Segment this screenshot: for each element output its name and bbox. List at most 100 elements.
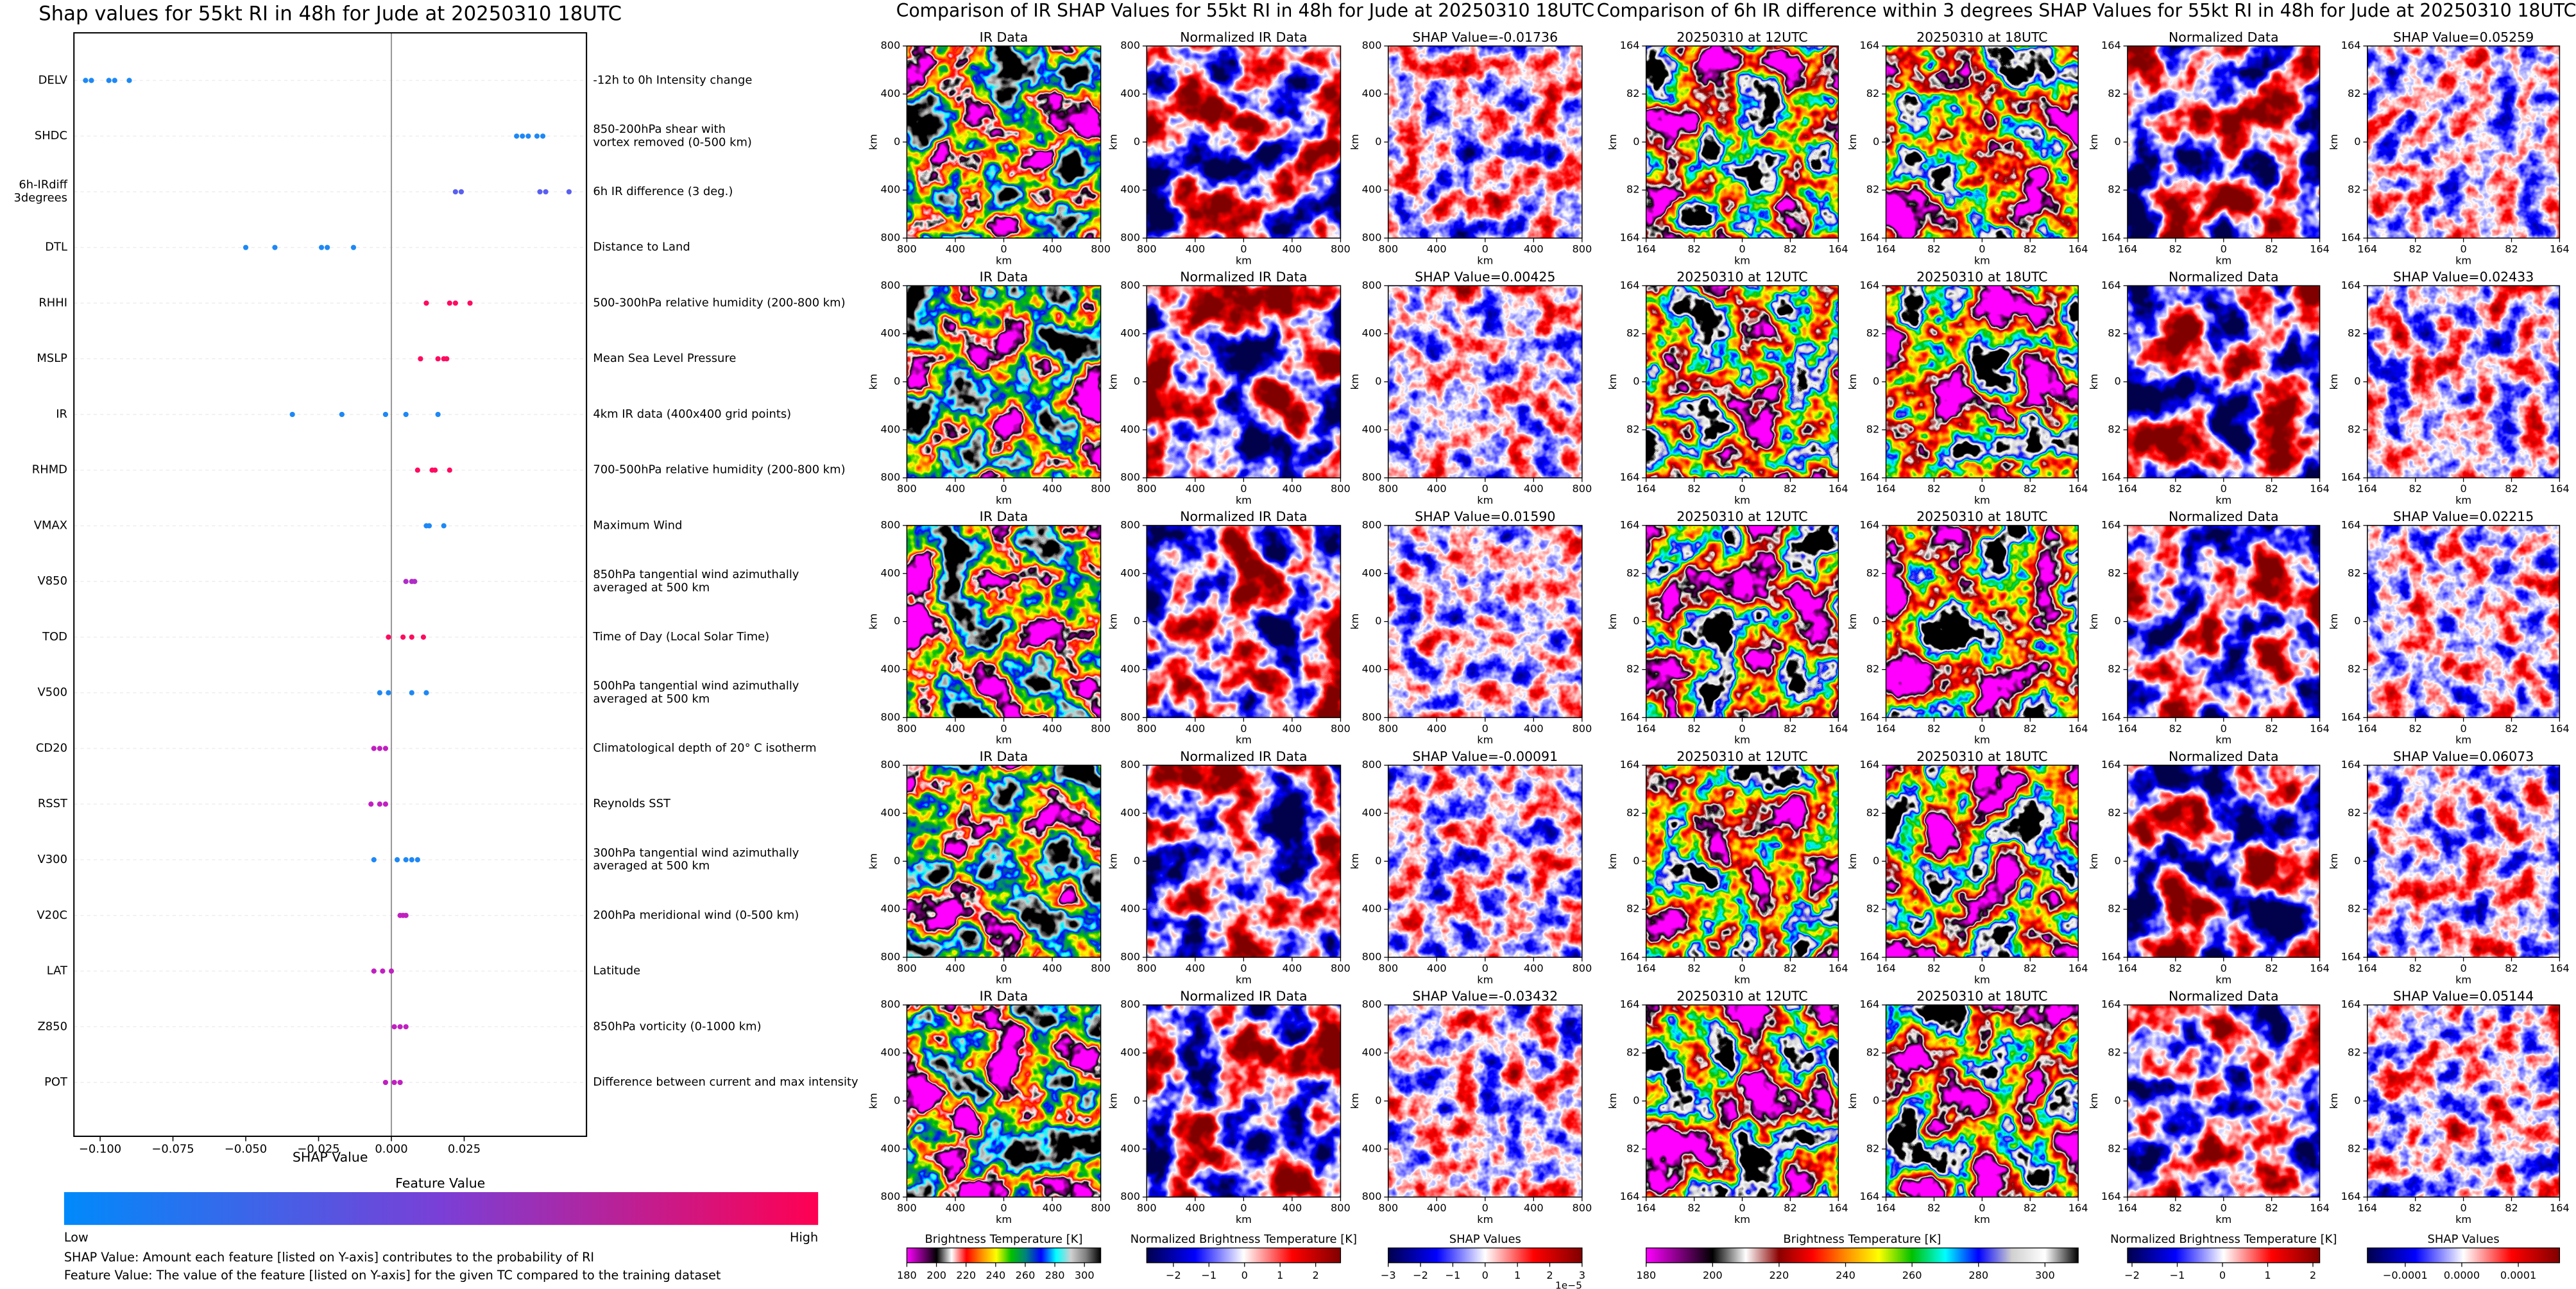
y-tick-label: 400: [1362, 327, 1382, 339]
x-tick-label: 0: [2460, 1202, 2466, 1214]
point: [318, 244, 325, 250]
y-tick-label: 82: [1866, 423, 1880, 435]
y-tick-label: 164: [2341, 758, 2361, 771]
x-tick-label: 82: [2505, 962, 2518, 974]
x-tick-label: 0.025: [448, 1142, 481, 1156]
x-tick-label: 400: [1427, 482, 1447, 495]
colorbar-label: Brightness Temperature [K]: [925, 1233, 1083, 1246]
panel-title: Normalized IR Data: [1180, 749, 1307, 764]
x-tick-label: 400: [1427, 722, 1447, 735]
colorbar-tick-label: 200: [1703, 1269, 1723, 1281]
x-tick-label: 800: [1331, 482, 1351, 495]
y-tick-label: 800: [1120, 39, 1140, 51]
x-tick-label: 82: [2265, 722, 2278, 735]
x-tick-label: 400: [1283, 482, 1302, 495]
panel-title: Normalized Data: [2169, 988, 2279, 1003]
y-axis-label: km: [867, 374, 880, 390]
colorbar-tick-label: 0: [1241, 1269, 1248, 1281]
x-tick-label: 164: [1636, 1202, 1656, 1214]
y-tick-label: 164: [2341, 39, 2361, 51]
x-tick-label: 82: [1927, 1202, 1941, 1214]
y-tick-label: 400: [1362, 903, 1382, 915]
y-tick-label: 0: [1873, 615, 1879, 627]
x-axis-label: km: [2455, 734, 2471, 746]
y-tick-label: 82: [1866, 327, 1880, 339]
point: [112, 78, 117, 83]
x-tick-label: 800: [1572, 482, 1592, 495]
y-tick-label: 800: [1362, 232, 1382, 244]
y-tick-label: 82: [1866, 567, 1880, 579]
colorbar-tick-label: −0.0001: [2383, 1269, 2428, 1281]
point: [420, 634, 427, 640]
y-tick-label: 0: [2114, 375, 2120, 388]
y-tick-label: 82: [2348, 903, 2361, 915]
x-tick-label: 82: [2024, 722, 2037, 735]
image-panel: [2367, 286, 2560, 478]
colorbar-tick-label: 260: [1902, 1269, 1922, 1281]
point: [325, 244, 330, 250]
x-axis-label: km: [1974, 494, 1990, 506]
y-tick-label: TOD: [42, 630, 67, 644]
y-tick-label: V850: [38, 574, 67, 588]
image-panel: [1886, 46, 2079, 239]
y-tick-label: 164: [2341, 279, 2361, 291]
image-panel: [1886, 286, 2079, 478]
y-tick-label: RHMD: [32, 463, 67, 477]
y-tick-label: 164: [1620, 1190, 1640, 1202]
y-tick-label: 164: [1620, 471, 1640, 483]
panel-title: SHAP Value=0.01590: [1415, 509, 1555, 524]
x-tick-label: 82: [2409, 243, 2422, 255]
image-panel: [2127, 525, 2320, 718]
point: [289, 411, 295, 418]
x-tick-label: 164: [1829, 482, 1848, 495]
y-tick-label: 0: [1873, 1094, 1879, 1106]
point: [403, 857, 409, 863]
colorbar-tick-label: 2: [1546, 1269, 1553, 1281]
x-axis-label: km: [2215, 494, 2231, 506]
y-tick-label: 82: [1626, 567, 1640, 579]
y-tick-label: 800: [880, 279, 900, 291]
y-tick-label: 400: [1120, 1046, 1140, 1059]
colorbar-tick-label: −1: [2170, 1269, 2185, 1281]
point: [382, 411, 389, 418]
x-tick-label: 0: [1000, 482, 1007, 495]
x-tick-label: 82: [2169, 962, 2183, 974]
y-tick-label: 164: [2101, 951, 2121, 963]
image-panel: [2127, 1005, 2320, 1197]
y-tick-label: 0: [1633, 615, 1639, 627]
image-panel: [907, 765, 1101, 958]
x-tick-label: 0: [1482, 962, 1488, 974]
point: [444, 356, 450, 362]
point: [371, 746, 377, 751]
x-tick-label: 800: [1137, 962, 1157, 974]
x-tick-label: 800: [1572, 722, 1592, 735]
x-tick-label: 164: [2068, 482, 2088, 495]
y-tick-label: 82: [2108, 567, 2121, 579]
colorbar-low: Low: [64, 1230, 89, 1245]
panel-title: 20250310 at 18UTC: [1916, 509, 2047, 524]
x-axis-label: km: [1477, 254, 1493, 266]
y-tick-label: RSST: [38, 797, 67, 810]
x-tick-label: 82: [1687, 1202, 1701, 1214]
x-tick-label: 800: [1137, 243, 1157, 255]
panel-title: SHAP Value=0.05259: [2393, 30, 2534, 45]
x-axis-label: km: [2215, 1213, 2231, 1225]
image-panel: [2127, 46, 2320, 239]
point: [380, 968, 386, 974]
y-tick-label: 0: [1873, 855, 1879, 867]
point: [382, 1079, 389, 1086]
y-tick-label: 400: [1362, 184, 1382, 196]
y-axis-label: km: [1847, 374, 1859, 390]
x-tick-label: 164: [1636, 243, 1656, 255]
point: [243, 244, 249, 250]
x-axis-label: km: [1236, 734, 1252, 746]
x-tick-label: 0: [1739, 482, 1745, 495]
y-tick-label: 164: [1860, 471, 1880, 483]
x-tick-label: 82: [1784, 482, 1797, 495]
y-axis-label: km: [2328, 1093, 2340, 1109]
y-tick-label: 82: [2108, 327, 2121, 339]
feature-description: Mean Sea Level Pressure: [593, 352, 736, 365]
x-tick-label: 82: [1927, 243, 1941, 255]
y-tick-label: 800: [1120, 279, 1140, 291]
colorbar-label: Brightness Temperature [K]: [1783, 1233, 1941, 1246]
